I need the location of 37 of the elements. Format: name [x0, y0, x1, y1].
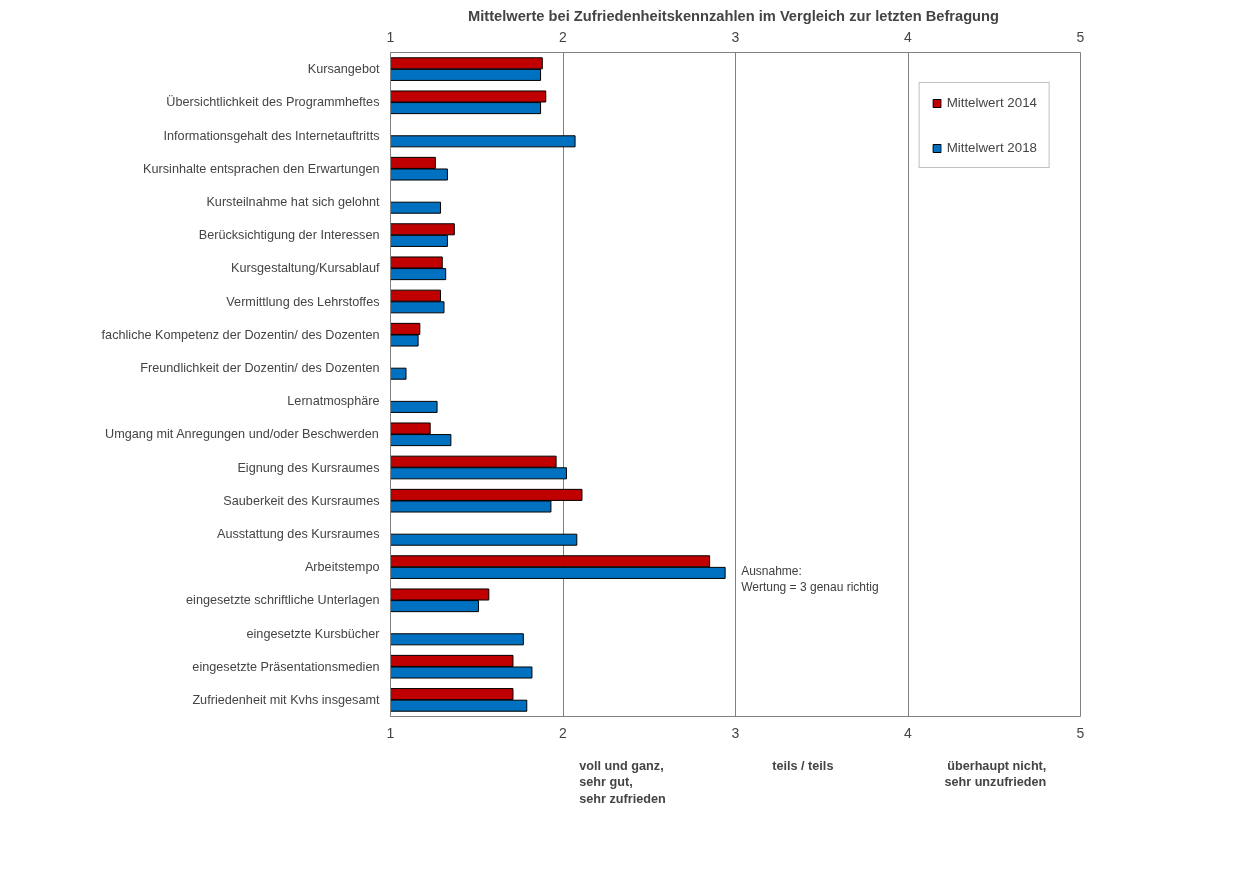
y-tick-label: Eignung des Kursraumes	[237, 460, 380, 475]
y-tick-label: Freundlichkeit der Dozentin/ des Dozenten	[140, 360, 380, 375]
y-tick-label: eingesetzte schriftliche Unterlagen	[186, 593, 380, 608]
y-tick-label: Kursgestaltung/Kursablauf	[231, 261, 380, 276]
x-tick-label: 1	[386, 28, 395, 45]
y-tick-label: Übersichtlichkeit des Programmheftes	[166, 95, 380, 110]
x2-tick-label: 4	[904, 724, 913, 741]
text: teils / teils	[772, 758, 834, 773]
x2-tick-label: 1	[386, 724, 395, 741]
y-tick-label: Berücksichtigung der Interessen	[198, 228, 380, 243]
y-tick-label: Sauberkeit des Kursraumes	[223, 493, 380, 508]
y-tick-label: eingesetzte Kursbücher	[246, 626, 380, 641]
y-tick-label: Zufriedenheit mit Kvhs insgesamt	[192, 692, 380, 707]
x-tick-label: 3	[731, 28, 740, 45]
y-tick-label: Kursteilnahme hat sich gelohnt	[206, 194, 380, 209]
y-tick-label: Umgang mit Anregungen und/oder Beschwerden	[105, 427, 379, 442]
y-tick-label: Arbeitstempo	[304, 560, 380, 575]
y-tick-label: Vermittlung des Lehrstoffes	[226, 294, 380, 309]
x-tick-label: 2	[559, 28, 568, 45]
y-tick-label: Ausstattung des Kursraumes	[217, 526, 380, 541]
x-tick-label: 4	[904, 28, 913, 45]
text: voll und ganz, sehr gut, sehr zufrieden	[579, 758, 666, 807]
y-tick-label: Kursinhalte entsprachen den Erwartungen	[143, 161, 380, 176]
y-tick-label: fachliche Kompetenz der Dozentin/ des Dozenten	[101, 327, 380, 342]
y-tick-label: Informationsgehalt des Internetauftritts	[163, 128, 380, 143]
legend-label: Mittelwert 2018	[946, 140, 1037, 155]
y-tick-label: eingesetzte Präsentationsmedien	[192, 659, 380, 674]
chart-title: Mittelwerte bei Zufriedenheitskennzahlen im Vergleich zur letzten Befragung	[467, 7, 999, 24]
x2-tick-label: 2	[559, 724, 568, 741]
x2-tick-label: 5	[1076, 724, 1085, 741]
legend-label: Mittelwert 2014	[946, 95, 1037, 110]
y-tick-label: Lernatmosphäre	[287, 394, 380, 409]
text: überhaupt nicht, sehr unzufrieden	[944, 758, 1047, 790]
y-tick-label: Kursangebot	[307, 62, 380, 77]
x2-tick-label: 3	[731, 724, 740, 741]
annotation: Ausnahme: Wertung = 3 genau richtig	[741, 563, 879, 595]
x-tick-label: 5	[1076, 28, 1085, 45]
